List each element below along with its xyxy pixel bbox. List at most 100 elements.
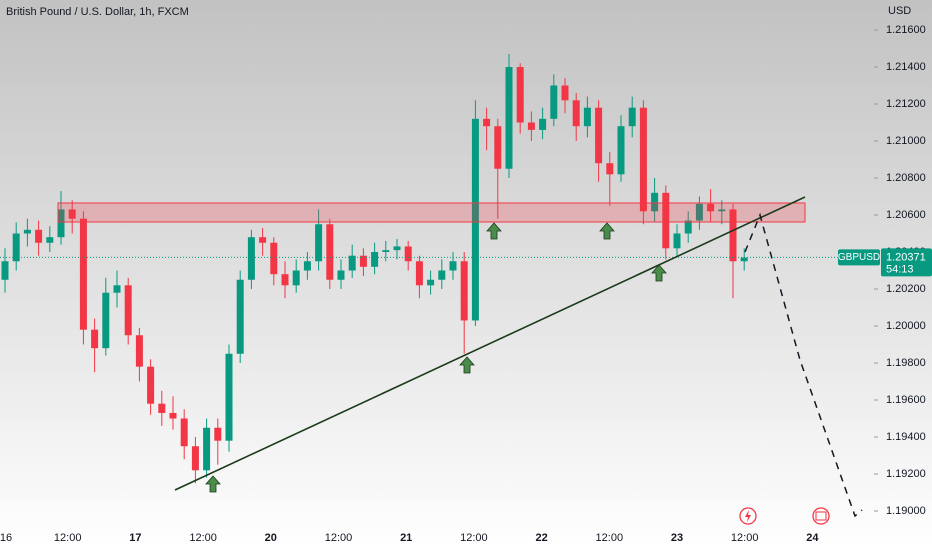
candle-body (214, 427, 222, 441)
resistance-zone (57, 202, 806, 223)
candle-body (651, 192, 659, 212)
x-tick-label: 12:00 (54, 532, 82, 544)
candle-body (539, 118, 547, 130)
candle-body (371, 252, 379, 267)
candle-body (617, 126, 625, 175)
flash-icon[interactable] (739, 507, 757, 525)
candle-body (180, 418, 188, 447)
candle-body (169, 412, 177, 419)
candle-body (393, 246, 401, 251)
candle-body (438, 270, 446, 280)
x-tick-label: 12:00 (325, 532, 353, 544)
candle-body (460, 261, 468, 321)
candle-body (527, 122, 535, 130)
candle-body (606, 163, 614, 175)
candle-body (191, 446, 199, 471)
y-tick-label: 1.20800 (886, 172, 926, 184)
candle-body (247, 237, 255, 280)
x-tick-label: 23 (671, 532, 683, 544)
candle-body (415, 261, 423, 286)
x-tick-label: 22 (535, 532, 547, 544)
candle-body (113, 285, 121, 293)
candle-body (57, 209, 65, 238)
candle-body (292, 270, 300, 286)
y-tick-label: 1.19800 (886, 357, 926, 369)
arrows (205, 222, 667, 493)
candle-body (471, 118, 479, 321)
candle-body (718, 209, 726, 212)
candle-body (46, 237, 54, 243)
x-tick-label: 12:00 (731, 532, 759, 544)
x-tick-label: 12:00 (189, 532, 217, 544)
candle-body (639, 107, 647, 212)
candle-body (684, 220, 692, 234)
up-arrow (599, 222, 615, 240)
candle-body (707, 203, 715, 212)
candle-body (12, 233, 20, 262)
currency-label: USD (888, 5, 911, 17)
trend-line (174, 196, 806, 491)
x-tick-label: 16 (0, 532, 12, 544)
candle-body (695, 203, 703, 221)
x-tick-label: 20 (265, 532, 277, 544)
candle-body (68, 209, 76, 219)
y-tick-label: 1.21400 (886, 61, 926, 73)
calendar-icon[interactable] (812, 507, 830, 525)
y-tick-label: 1.21000 (886, 135, 926, 147)
candle-body (359, 255, 367, 267)
candle-body (572, 100, 580, 127)
price-tag (881, 248, 932, 277)
candle-body (102, 292, 110, 349)
candle-body (516, 67, 524, 123)
event-icons (739, 507, 830, 525)
candle-body (337, 270, 345, 280)
candle-body (673, 233, 681, 249)
symbol-tag (838, 249, 880, 266)
y-tick-label: 1.20200 (886, 283, 926, 295)
x-tick-label: 17 (129, 532, 141, 544)
candle-body (583, 107, 591, 127)
y-tick-label: 1.20600 (886, 209, 926, 221)
x-tick-label: 24 (806, 532, 819, 544)
candle-body (225, 353, 233, 441)
candle-body (236, 279, 244, 354)
candle-body (550, 85, 558, 119)
projection-path (744, 212, 863, 518)
calendar-glyph (815, 511, 827, 521)
candle-body (281, 274, 289, 286)
candle-body (494, 126, 502, 169)
y-tick-label: 1.21200 (886, 98, 926, 110)
candle-body (315, 224, 323, 262)
candle-body (427, 279, 435, 286)
candle-body (35, 229, 43, 243)
candle-body (158, 403, 166, 413)
candle-body (326, 224, 334, 280)
y-tick-label: 1.19000 (886, 505, 926, 517)
flash-glyph (745, 510, 751, 522)
up-arrow (651, 264, 667, 282)
candle-body (483, 118, 491, 127)
candle-body (449, 261, 457, 271)
candle-body (270, 242, 278, 275)
candle-body (23, 229, 31, 234)
x-tick-label: 21 (400, 532, 412, 544)
candle-body (628, 107, 636, 127)
y-tick-label: 1.19600 (886, 394, 926, 406)
y-tick-label: 1.21600 (886, 24, 926, 36)
candle-body (382, 250, 390, 252)
up-arrow (205, 475, 221, 493)
candle-body (147, 366, 155, 404)
candle-body (595, 107, 603, 164)
candle-body (348, 255, 356, 271)
y-tick-label: 1.19400 (886, 431, 926, 443)
candle-body (729, 209, 737, 262)
candle-body (505, 67, 513, 169)
candle-body (259, 237, 267, 243)
countdown-label: 54:13 (886, 263, 914, 275)
candle-body (1, 261, 9, 280)
candle-body (124, 285, 132, 336)
candle-body (740, 257, 748, 262)
y-tick-label: 1.19200 (886, 468, 926, 480)
x-tick-label: 12:00 (460, 532, 488, 544)
